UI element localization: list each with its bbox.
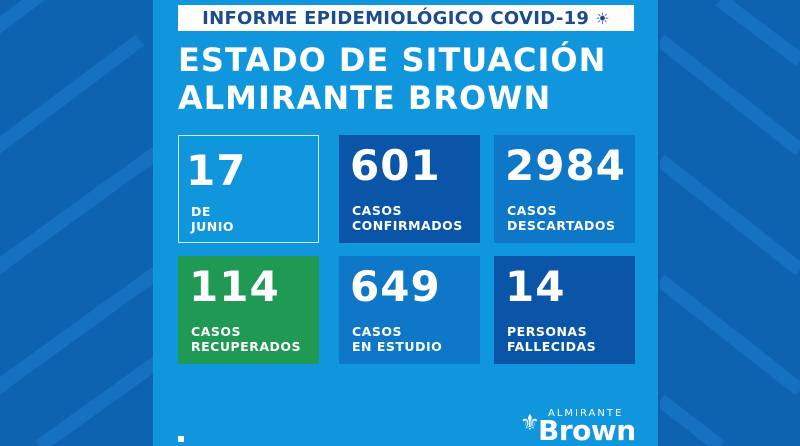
- discarded-cases-label: CASOS DESCARTADOS: [507, 203, 616, 233]
- date-label: DE JUNIO: [191, 204, 235, 234]
- recovered-cases-label: CASOS RECUPERADOS: [191, 324, 301, 354]
- study-cases-card: 649 CASOS EN ESTUDIO: [339, 256, 480, 364]
- virus-icon: ☀: [595, 8, 610, 28]
- deaths-value: 14: [505, 262, 566, 311]
- study-cases-value: 649: [350, 262, 441, 311]
- almirante-brown-logo: ⚜ ALMIRANTE Brown: [520, 408, 640, 446]
- confirmed-cases-label: CASOS CONFIRMADOS: [352, 203, 463, 233]
- recovered-cases-card: 114 CASOS RECUPERADOS: [178, 256, 319, 364]
- confirmed-cases-value: 601: [350, 141, 441, 190]
- decorative-dot: [178, 436, 184, 442]
- date-card: 17 DE JUNIO: [178, 135, 319, 243]
- deaths-label: PERSONAS FALLECIDAS: [507, 324, 597, 354]
- report-header: INFORME EPIDEMIOLÓGICO COVID-19 ☀: [178, 5, 634, 31]
- logo-big-text: Brown: [538, 414, 636, 446]
- study-cases-label: CASOS EN ESTUDIO: [352, 324, 443, 354]
- background-pattern-right: [660, 0, 800, 446]
- discarded-cases-value: 2984: [505, 141, 626, 190]
- page-title-line1: ESTADO DE SITUACIÓN: [178, 41, 607, 79]
- background-pattern-left: [0, 0, 160, 446]
- page-title-line2: ALMIRANTE BROWN: [178, 79, 552, 117]
- logo-small-text: ALMIRANTE: [548, 408, 624, 419]
- recovered-cases-value: 114: [189, 262, 280, 311]
- confirmed-cases-card: 601 CASOS CONFIRMADOS: [339, 135, 480, 243]
- date-day: 17: [186, 146, 247, 195]
- report-header-text: INFORME EPIDEMIOLÓGICO COVID-19: [202, 7, 590, 29]
- fleur-de-lis-icon: ⚜: [520, 411, 540, 436]
- deaths-card: 14 PERSONAS FALLECIDAS: [494, 256, 635, 364]
- discarded-cases-card: 2984 CASOS DESCARTADOS: [494, 135, 635, 243]
